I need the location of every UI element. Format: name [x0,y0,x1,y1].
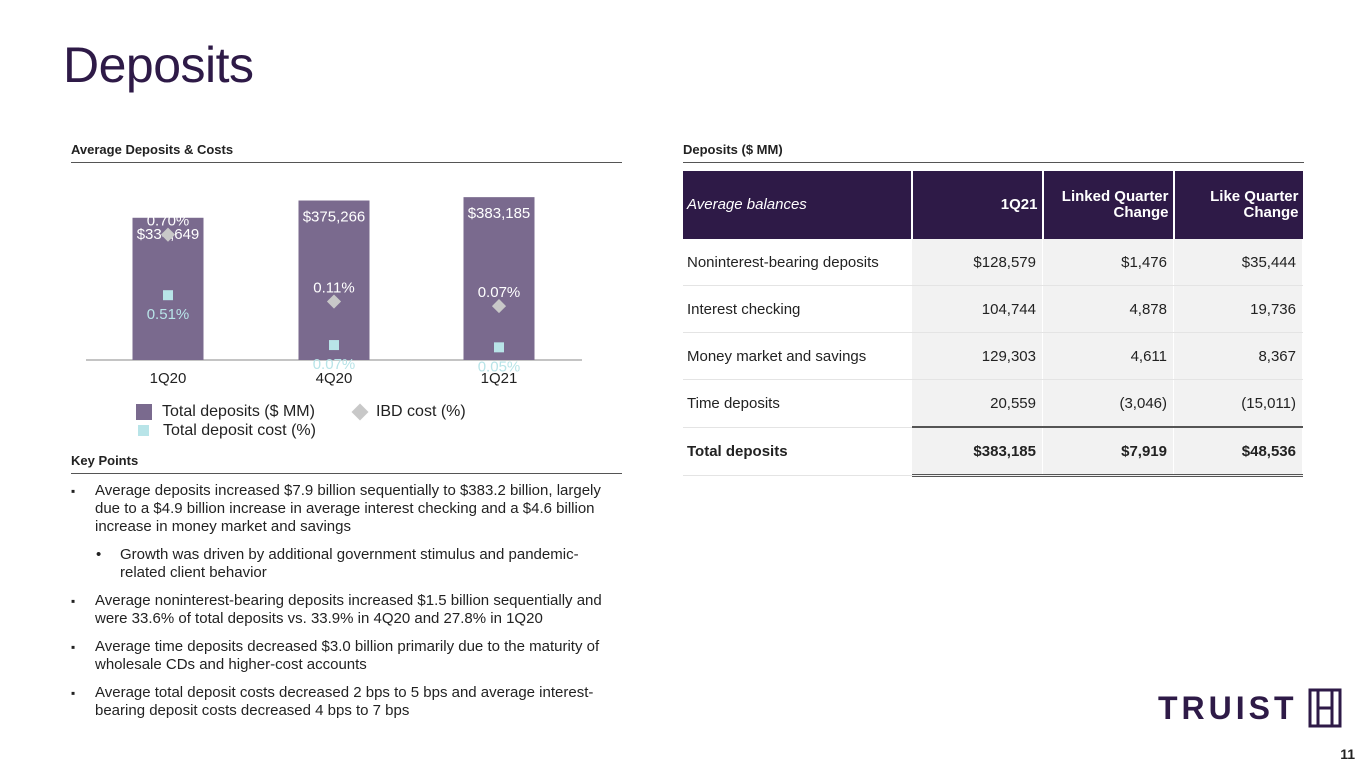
bar-value-label: $375,266 [303,209,366,226]
x-tick-label: 4Q20 [316,370,353,387]
deposit-cost-marker [329,340,339,351]
legend-swatch-diamond [351,403,369,420]
table-total-row: Total deposits $383,185 $7,919 $48,536 [683,426,1303,477]
deposit-cost-label: 0.07% [313,356,356,373]
deposits-bar-chart: $334,6490.70%0.51%1Q20$375,2660.11%0.07%… [86,197,582,387]
row-label: Noninterest-bearing deposits [683,239,912,286]
chart-legend: Total deposits ($ MM) IBD cost (%) Total… [136,402,502,440]
row-label: Money market and savings [683,332,912,380]
table-section-header: Deposits ($ MM) [683,142,1304,163]
legend-item-total-deposits: Total deposits ($ MM) [136,403,315,421]
bullet: ▪ [71,484,76,498]
table-row: Time deposits 20,559 (3,046) (15,011) [683,379,1303,428]
table-cell: $48,536 [1173,426,1303,477]
ibd-cost-label: 0.07% [478,284,521,301]
deposit-cost-label: 0.51% [147,306,190,323]
legend-item-total-deposit-cost: Total deposit cost (%) [136,422,316,440]
column-header: 1Q21 [912,171,1044,239]
table-cell: 8,367 [1173,332,1303,380]
legend-swatch-bar [136,403,152,420]
legend-swatch-square [138,425,149,436]
table-row: Interest checking 104,744 4,878 19,736 [683,285,1303,333]
list-item: ▪ Average time deposits decreased $3.0 b… [71,638,600,673]
bar-value-label: $383,185 [468,205,531,222]
table-cell: 104,744 [912,285,1043,333]
key-points-header: Key Points [71,453,622,474]
ibd-cost-marker [491,298,507,314]
bar-total-deposits [463,197,535,360]
table-cell: 20,559 [912,379,1043,428]
table-cell: 4,878 [1042,285,1174,333]
table-cell: $383,185 [912,426,1043,477]
page-title: Deposits [63,37,254,93]
key-points-list: ▪ Average deposits increased $7.9 billio… [71,482,624,730]
table-cell: 129,303 [912,332,1043,380]
page-number: 11 [1340,746,1355,762]
row-label: Total deposits [683,427,912,476]
deposit-cost-marker [163,290,173,301]
truist-mark-icon [1308,688,1342,728]
table-cell: $7,919 [1042,426,1174,477]
row-label: Time deposits [683,379,912,428]
x-tick-label: 1Q20 [150,370,187,387]
table-header-row: Average balances 1Q21 Linked Quarter Cha… [683,171,1303,239]
row-label: Interest checking [683,285,912,333]
table-cell: 4,611 [1042,332,1174,380]
list-item: ▪ Average noninterest-bearing deposits i… [71,592,602,627]
table-cell: (15,011) [1173,379,1303,428]
column-header: Linked Quarter Change [1042,171,1175,239]
bar-total-deposits [298,200,370,360]
legend-item-ibd-cost: IBD cost (%) [351,403,466,421]
bullet: ▪ [71,686,76,700]
table-cell: $35,444 [1173,239,1303,286]
ibd-cost-label: 0.11% [313,280,354,297]
list-item: ▪ Average total deposit costs decreased … [71,684,594,719]
deposits-table: Average balances 1Q21 Linked Quarter Cha… [683,171,1303,477]
x-tick-label: 1Q21 [481,370,518,387]
deposit-cost-label: 0.05% [478,358,521,375]
column-header: Average balances [683,171,913,239]
table-row: Money market and savings 129,303 4,611 8… [683,332,1303,380]
legend-label: Total deposits ($ MM) [162,402,315,420]
legend-label: IBD cost (%) [375,402,466,420]
table-cell: $1,476 [1042,239,1174,286]
truist-logo: TRUIST [1158,688,1342,728]
table-cell: 19,736 [1173,285,1303,333]
list-sub-item: • Growth was driven by additional govern… [96,546,579,581]
column-header: Like Quarter Change [1173,171,1303,239]
logo-wordmark: TRUIST [1158,689,1298,726]
deposit-cost-marker [494,342,504,353]
table-cell: (3,046) [1042,379,1174,428]
list-item: ▪ Average deposits increased $7.9 billio… [71,482,601,535]
bullet: ▪ [71,640,76,654]
bullet: ▪ [71,594,76,608]
legend-label: Total deposit cost (%) [163,421,316,439]
table-row: Noninterest-bearing deposits $128,579 $1… [683,239,1303,286]
ibd-cost-label: 0.70% [147,213,190,230]
table-cell: $128,579 [912,239,1043,286]
sub-bullet: • [96,546,102,563]
chart-section-header: Average Deposits & Costs [71,142,622,163]
